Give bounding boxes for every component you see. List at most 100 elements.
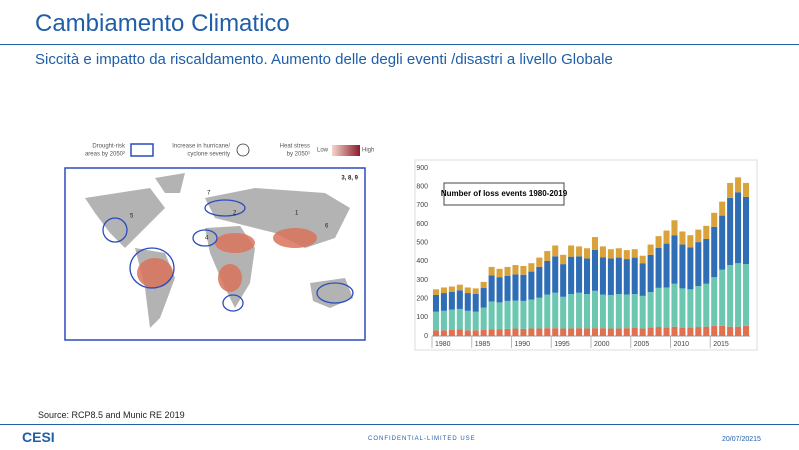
bar-segment <box>695 229 702 243</box>
bar-segment <box>536 257 543 267</box>
bar-segment <box>639 295 646 329</box>
bar-segment <box>663 287 670 328</box>
y-tick-label: 200 <box>416 296 428 303</box>
bar-segment <box>480 288 487 308</box>
bar-segment <box>623 250 630 260</box>
bar-segment <box>576 256 583 293</box>
bar-segment <box>432 294 439 312</box>
bar-segment <box>727 182 734 198</box>
bar-segment <box>456 308 463 330</box>
y-tick-label: 500 <box>416 240 428 247</box>
bar-segment <box>735 177 742 193</box>
bar-segment <box>703 283 710 327</box>
bar-segment <box>695 285 702 328</box>
bar-segment <box>679 288 686 328</box>
bar-segment <box>464 330 471 336</box>
x-tick-label: 1995 <box>554 341 570 348</box>
legend-text: High <box>362 148 374 154</box>
bar-segment <box>560 254 567 265</box>
bar-segment <box>448 330 455 336</box>
bar-segment <box>488 266 495 276</box>
bar-segment <box>488 275 495 302</box>
bar-segment <box>671 326 678 336</box>
bar-segment <box>520 300 527 329</box>
bar-segment <box>743 196 750 265</box>
x-tick-label: 1990 <box>515 341 531 348</box>
bar-segment <box>440 287 447 294</box>
bar-segment <box>679 231 686 245</box>
bar-segment <box>552 256 559 293</box>
bar-segment <box>607 294 614 329</box>
bar-segment <box>735 263 742 327</box>
bar-segment <box>528 328 535 336</box>
bar-segment <box>512 274 519 301</box>
bar-segment <box>520 328 527 336</box>
bar-segment <box>528 271 535 300</box>
bar-segment <box>528 299 535 329</box>
legend-text: Low <box>317 148 329 154</box>
bar-segment <box>639 328 646 336</box>
bar-segment <box>623 259 630 295</box>
bar-segment <box>512 328 519 336</box>
bar-segment <box>631 257 638 294</box>
bar-segment <box>560 264 567 297</box>
bar-segment <box>448 286 455 292</box>
bar-segment <box>552 245 559 257</box>
bar-segment <box>544 294 551 329</box>
bar-segment <box>472 288 479 294</box>
legend-text: Drought-risk <box>92 144 126 150</box>
bar-segment <box>727 326 734 336</box>
bar-segment <box>687 247 694 290</box>
y-tick-label: 100 <box>416 314 428 321</box>
bar-segment <box>711 212 718 227</box>
bar-segment <box>528 263 535 272</box>
bar-segment <box>504 300 511 329</box>
bar-segment <box>607 258 614 295</box>
bar-segment <box>576 328 583 336</box>
bar-segment <box>631 294 638 328</box>
confidential: CONFIDENTIAL-LIMITED USE <box>368 436 476 442</box>
map-label: 6 <box>325 224 329 230</box>
bar-segment <box>703 238 710 284</box>
bar-segment <box>711 325 718 336</box>
bar-segment <box>480 330 487 336</box>
bar-segment <box>591 290 598 329</box>
x-tick-label: 2000 <box>594 341 610 348</box>
bar-segment <box>623 294 630 329</box>
logo: CESI <box>22 429 55 445</box>
title: Cambiamento Climatico <box>35 10 290 37</box>
bar-segment <box>440 293 447 311</box>
bar-segment <box>623 328 630 336</box>
bar-segment <box>440 310 447 331</box>
bar-segment <box>703 225 710 239</box>
bar-segment <box>568 256 575 294</box>
bar-segment <box>576 246 583 257</box>
x-tick-label: 1980 <box>435 341 451 348</box>
map-label: 3, 8, 9 <box>341 176 358 182</box>
bar-segment <box>647 292 654 328</box>
bar-segment <box>743 264 750 326</box>
bar-segment <box>456 284 463 291</box>
bar-segment <box>743 182 750 197</box>
bar-segment <box>520 274 527 301</box>
bar-segment <box>719 325 726 336</box>
y-tick-label: 800 <box>416 184 428 191</box>
bar-segment <box>631 249 638 258</box>
bar-segment <box>735 326 742 336</box>
heat-areas <box>137 228 317 292</box>
bar-segment <box>647 254 654 293</box>
legend-text: Increase in hurricane/ <box>172 144 230 150</box>
bar-segment <box>432 289 439 295</box>
bar-segment <box>568 294 575 329</box>
bar-segment <box>615 248 622 258</box>
bar-segment <box>432 330 439 336</box>
legend-icon <box>236 143 250 157</box>
bar-segment <box>671 220 678 236</box>
bar-segment <box>560 328 567 336</box>
x-tick-label: 2005 <box>634 341 650 348</box>
bar-segment <box>735 192 742 264</box>
bar-segment <box>647 327 654 336</box>
bar-segment <box>512 300 519 329</box>
date: 20/07/20215 <box>722 436 761 443</box>
bar-segment <box>456 290 463 309</box>
